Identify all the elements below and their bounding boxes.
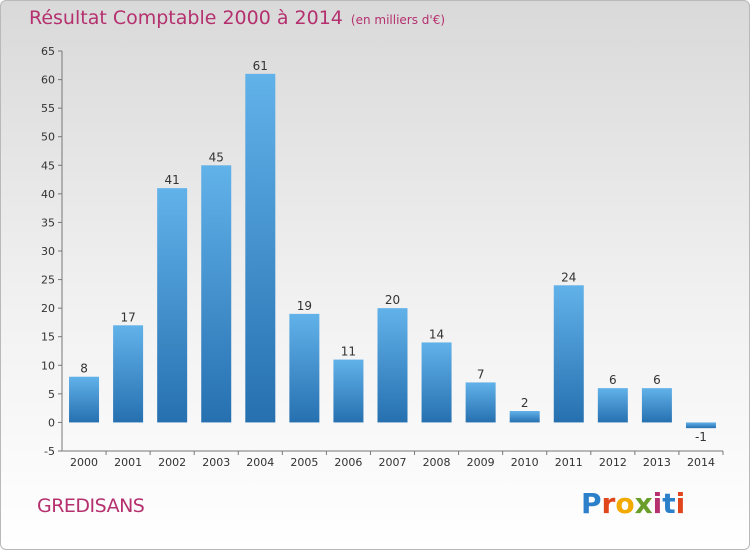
x-tick-label: 2005 — [290, 456, 318, 469]
value-label-2004: 61 — [253, 59, 268, 73]
x-tick-label: 2010 — [511, 456, 539, 469]
y-tick-label: 10 — [41, 359, 55, 372]
value-label-2009: 7 — [477, 367, 485, 381]
value-label-2003: 45 — [209, 150, 224, 164]
logo-letter: i — [652, 487, 663, 520]
value-label-2008: 14 — [429, 327, 444, 341]
value-label-2010: 2 — [521, 396, 529, 410]
value-label-2011: 24 — [561, 270, 576, 284]
y-tick-label: 5 — [48, 388, 55, 401]
bar-2013 — [641, 388, 672, 423]
y-tick-label: 20 — [41, 302, 55, 315]
y-tick-label: 0 — [48, 416, 55, 429]
x-tick-label: 2011 — [555, 456, 583, 469]
bar-2005 — [289, 313, 320, 423]
bar-2001 — [113, 325, 144, 423]
y-tick-label: -5 — [44, 445, 55, 458]
x-tick-label: 2004 — [246, 456, 274, 469]
value-label-2005: 19 — [297, 299, 312, 313]
x-tick-label: 2014 — [687, 456, 715, 469]
commune-name: GREDISANS — [37, 495, 145, 517]
bar-2007 — [377, 308, 408, 423]
bar-2010 — [509, 411, 540, 423]
bar-2014 — [685, 422, 716, 429]
value-label-2001: 17 — [120, 310, 135, 324]
x-tick-label: 2006 — [334, 456, 362, 469]
value-label-2012: 6 — [609, 373, 617, 387]
x-tick-label: 2012 — [599, 456, 627, 469]
value-label-2014: -1 — [695, 430, 707, 444]
logo-letter: P — [581, 487, 602, 520]
x-tick-label: 2009 — [467, 456, 495, 469]
y-tick-label: 65 — [41, 45, 55, 58]
bar-2004 — [245, 73, 276, 423]
chart-title-main: Résultat Comptable 2000 à 2014 — [29, 7, 343, 29]
y-tick-label: 25 — [41, 274, 55, 287]
x-tick-label: 2001 — [114, 456, 142, 469]
y-tick-label: 15 — [41, 331, 55, 344]
value-label-2006: 11 — [341, 345, 356, 359]
x-tick-label: 2002 — [158, 456, 186, 469]
logo-letter: t — [662, 487, 676, 520]
y-tick-label: 40 — [41, 188, 55, 201]
bar-2000 — [69, 376, 100, 423]
y-tick-label: 45 — [41, 159, 55, 172]
bar-2011 — [553, 285, 584, 423]
x-tick-label: 2000 — [70, 456, 98, 469]
bar-2006 — [333, 359, 364, 423]
x-tick-label: 2007 — [379, 456, 407, 469]
value-label-2007: 20 — [385, 293, 400, 307]
y-tick-label: 30 — [41, 245, 55, 258]
bar-2002 — [157, 188, 188, 423]
chart-title-unit: (en milliers d'€) — [350, 13, 446, 27]
bar-2009 — [465, 382, 496, 423]
chart-title: Résultat Comptable 2000 à 2014 (en millie… — [29, 7, 445, 29]
y-tick-label: 35 — [41, 216, 55, 229]
y-tick-label: 55 — [41, 102, 55, 115]
x-tick-label: 2013 — [643, 456, 671, 469]
logo-letter: r — [601, 487, 616, 520]
bar-2003 — [201, 165, 232, 423]
value-label-2002: 41 — [165, 173, 180, 187]
proxiti-logo: Proxiti — [581, 487, 685, 520]
bar-2012 — [597, 388, 628, 423]
x-tick-label: 2008 — [423, 456, 451, 469]
x-tick-label: 2003 — [202, 456, 230, 469]
logo-letter: o — [615, 487, 635, 520]
y-tick-label: 50 — [41, 131, 55, 144]
value-label-2000: 8 — [80, 362, 88, 376]
value-label-2013: 6 — [653, 373, 661, 387]
logo-letter: x — [634, 487, 653, 520]
bar-2008 — [421, 342, 452, 423]
logo-letter: i — [675, 487, 686, 520]
y-tick-label: 60 — [41, 74, 55, 87]
